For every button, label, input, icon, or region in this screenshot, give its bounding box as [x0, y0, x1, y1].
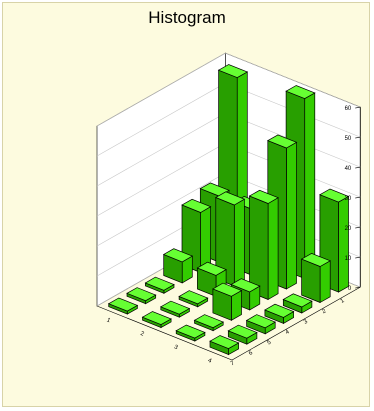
- bar-face-top: [107, 297, 139, 312]
- bar: [193, 314, 225, 332]
- bar: [141, 311, 172, 329]
- y-tick-label: 4: [285, 329, 291, 336]
- z-tick-mark: [355, 256, 361, 259]
- z-tick-label: 50: [345, 136, 352, 142]
- bar-face-top: [266, 134, 298, 149]
- tick-labels: 0 10 20 30 40 50 60 1 2 3 4 1 2 3 4 5 6 7: [106, 106, 361, 367]
- z-tick-mark: [355, 196, 361, 199]
- bar-face-front: [286, 141, 297, 290]
- bar-face-top: [214, 191, 246, 206]
- z-gridline: [96, 52, 361, 127]
- floor-edges: [96, 286, 361, 361]
- x-tick-label: 1: [106, 317, 112, 324]
- y-tick-label: 7: [230, 360, 236, 367]
- bar-face-front: [233, 198, 245, 287]
- bar-face-top: [217, 64, 249, 78]
- y-tick-label: 5: [266, 339, 272, 346]
- bars-layer: [107, 64, 350, 356]
- z-tick-mark: [355, 286, 361, 289]
- bar: [159, 300, 191, 318]
- z-tick-mark: [355, 136, 361, 139]
- bar-face-top: [248, 189, 279, 204]
- chart-title: Histogram: [148, 8, 226, 27]
- bar-face-top: [282, 293, 313, 308]
- z-tick-label: 60: [345, 106, 352, 112]
- bar-face-top: [209, 335, 240, 349]
- bar: [245, 314, 277, 335]
- bar-face-front: [338, 195, 349, 293]
- bar-face-top: [245, 314, 277, 329]
- y-tick-label: 6: [248, 350, 254, 357]
- bar: [144, 276, 175, 294]
- bar: [209, 335, 240, 356]
- bar-face-top: [264, 303, 295, 318]
- z-tick-label: 40: [345, 166, 352, 172]
- bar: [178, 290, 209, 308]
- x-tick-label: 4: [207, 358, 213, 365]
- bar-face-top: [126, 287, 157, 302]
- bar-face-top: [159, 300, 191, 315]
- bar-face-top: [178, 290, 209, 305]
- z-tick-mark: [355, 166, 361, 169]
- bar-face-top: [300, 253, 332, 267]
- bar-face-front: [319, 260, 331, 304]
- bar: [264, 303, 295, 325]
- z-tick-label: 10: [345, 256, 352, 262]
- x-tick-label: 3: [173, 344, 179, 351]
- bar-face-top: [144, 276, 175, 291]
- z-tick-label: 0: [348, 286, 352, 292]
- bar-face-top: [181, 198, 212, 213]
- bar-face-top: [230, 278, 261, 293]
- y-tick-label: 2: [321, 308, 327, 315]
- bar-face-top: [162, 248, 194, 263]
- z-tick-label: 30: [345, 196, 352, 202]
- z-tick-label: 20: [345, 226, 352, 232]
- bar-face-top: [285, 85, 316, 99]
- bar: [175, 324, 206, 342]
- bar-face-top: [212, 282, 243, 297]
- bar-face-top: [141, 311, 172, 325]
- bar-face-top: [196, 261, 227, 276]
- bar: [300, 253, 332, 304]
- z-tick-mark: [355, 106, 361, 109]
- bar: [282, 293, 313, 314]
- bar-face-front: [304, 92, 316, 280]
- bar: [162, 248, 194, 284]
- bar: [248, 189, 279, 301]
- bar-face-top: [193, 314, 225, 329]
- y-tick-label: 1: [340, 298, 346, 305]
- bar-face-top: [319, 188, 350, 203]
- y-tick-label: 3: [303, 319, 309, 326]
- x-tick-label: 2: [139, 331, 145, 338]
- bar-face-top: [175, 324, 206, 339]
- bar: [214, 191, 246, 287]
- bar: [107, 297, 139, 315]
- bar: [126, 287, 157, 305]
- bar-face-top: [227, 324, 258, 339]
- bar-face-front: [267, 197, 279, 301]
- bar: [212, 282, 243, 321]
- bar: [227, 324, 258, 345]
- z-tick-mark: [355, 226, 361, 229]
